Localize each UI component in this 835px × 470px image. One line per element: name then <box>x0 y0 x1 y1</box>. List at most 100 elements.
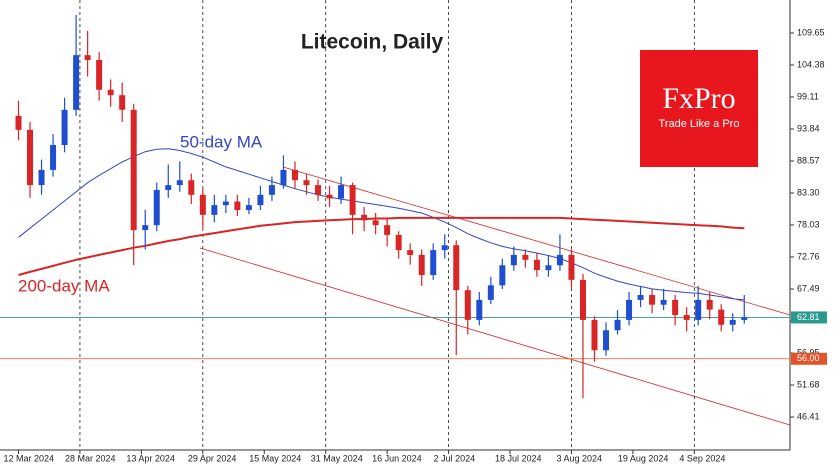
y-tick-label: 93.84 <box>797 123 820 133</box>
candle-body <box>499 265 506 286</box>
candle-body <box>315 185 322 195</box>
candle-body <box>107 89 114 96</box>
y-tick-label: 51.68 <box>797 379 820 389</box>
candle-body <box>291 169 298 181</box>
candle-body <box>510 254 517 266</box>
chart-title: Litecoin, Daily <box>301 31 444 54</box>
price-label-box <box>791 352 827 365</box>
candle-body <box>268 185 275 195</box>
candle-body <box>556 254 563 266</box>
candle-body <box>591 319 598 351</box>
candle-body <box>153 189 160 226</box>
candle-body <box>199 194 206 215</box>
candle-body <box>61 109 68 146</box>
series-label: 50-day MA <box>180 132 263 151</box>
candle-body <box>326 194 333 199</box>
candle-body <box>372 220 379 226</box>
x-tick-label: 18 Jul 2024 <box>495 453 542 463</box>
x-tick-label: 29 Apr 2024 <box>188 453 237 463</box>
price-label: 56.00 <box>797 353 820 363</box>
candle-body <box>418 254 425 275</box>
y-tick-label: 67.49 <box>797 283 820 293</box>
x-tick-label: 31 May 2024 <box>311 453 363 463</box>
candle-body <box>533 259 540 271</box>
x-tick-label: 13 Apr 2024 <box>126 453 175 463</box>
y-tick-label: 104.38 <box>797 59 825 69</box>
candle-body <box>27 129 34 186</box>
y-tick-label: 99.11 <box>797 91 819 101</box>
y-tick-label: 88.57 <box>797 155 820 165</box>
price-label: 62.81 <box>797 312 820 322</box>
price-label-box <box>791 311 827 324</box>
candle-body <box>522 254 529 260</box>
candle-body <box>245 205 252 210</box>
candle-body <box>188 180 195 195</box>
candle-body <box>579 279 586 320</box>
candle-body <box>649 295 656 305</box>
candle-body <box>729 319 736 325</box>
logo-box <box>640 50 758 167</box>
candle-body <box>349 185 356 215</box>
y-tick-label: 46.41 <box>797 411 820 421</box>
candle-body <box>660 299 667 305</box>
candle-body <box>718 309 725 325</box>
candle-body <box>222 201 229 206</box>
x-tick-label: 28 Mar 2024 <box>65 453 116 463</box>
candle-body <box>603 330 610 351</box>
candle-body <box>119 95 126 110</box>
candle-body <box>234 201 241 210</box>
candle-body <box>176 180 183 186</box>
candle-body <box>453 245 460 291</box>
channel-upper <box>282 166 791 316</box>
candle-body <box>487 285 494 300</box>
candle-body <box>384 225 391 235</box>
candle-body <box>257 194 264 206</box>
candle-body <box>637 295 644 300</box>
y-tick-label: 83.30 <box>797 187 820 197</box>
candle-body <box>706 299 713 310</box>
marks <box>0 0 790 450</box>
candle-body <box>338 185 345 199</box>
candle-body <box>464 290 471 320</box>
candle-body <box>441 245 448 251</box>
x-tick-label: 2 Jul 2024 <box>434 453 476 463</box>
candle-body <box>50 145 57 170</box>
candle-body <box>38 169 45 186</box>
candle-body <box>395 234 402 251</box>
x-tick-label: 4 Sep 2024 <box>679 453 725 463</box>
candle-body <box>73 55 80 110</box>
candle-body <box>84 55 91 60</box>
candle-body <box>683 315 690 320</box>
candle-body <box>741 317 748 320</box>
y-tick-label: 56.95 <box>797 347 820 357</box>
candle-body <box>211 205 218 215</box>
series-label: 200-day MA <box>18 276 110 295</box>
ma-line <box>18 216 745 276</box>
candle-body <box>476 299 483 320</box>
candle-body <box>545 265 552 271</box>
candle-body <box>280 169 287 186</box>
y-tick-label: 109.65 <box>797 27 825 37</box>
candle-body <box>672 299 679 316</box>
channel-lower <box>199 247 791 426</box>
candle-body <box>15 115 22 130</box>
candle-body <box>361 214 368 221</box>
candle-body <box>407 250 414 255</box>
candle-body <box>130 109 137 231</box>
y-tick-label: 72.76 <box>797 251 820 261</box>
x-tick-label: 12 Mar 2024 <box>4 453 55 463</box>
y-tick-label: 78.03 <box>797 219 820 229</box>
x-tick-label: 3 Aug 2024 <box>556 453 602 463</box>
candle-body <box>430 250 437 275</box>
logo-tagline: Trade Like a Pro <box>659 118 740 130</box>
candle-body <box>165 185 172 190</box>
x-tick-label: 19 Aug 2024 <box>618 453 669 463</box>
candle-body <box>626 299 633 320</box>
candle-body <box>568 254 575 280</box>
ma-line <box>18 148 745 301</box>
candle-body <box>695 299 702 320</box>
candle-body <box>303 180 310 186</box>
x-tick-label: 16 Jun 2024 <box>372 453 422 463</box>
logo-brand: FxPro <box>662 82 735 115</box>
